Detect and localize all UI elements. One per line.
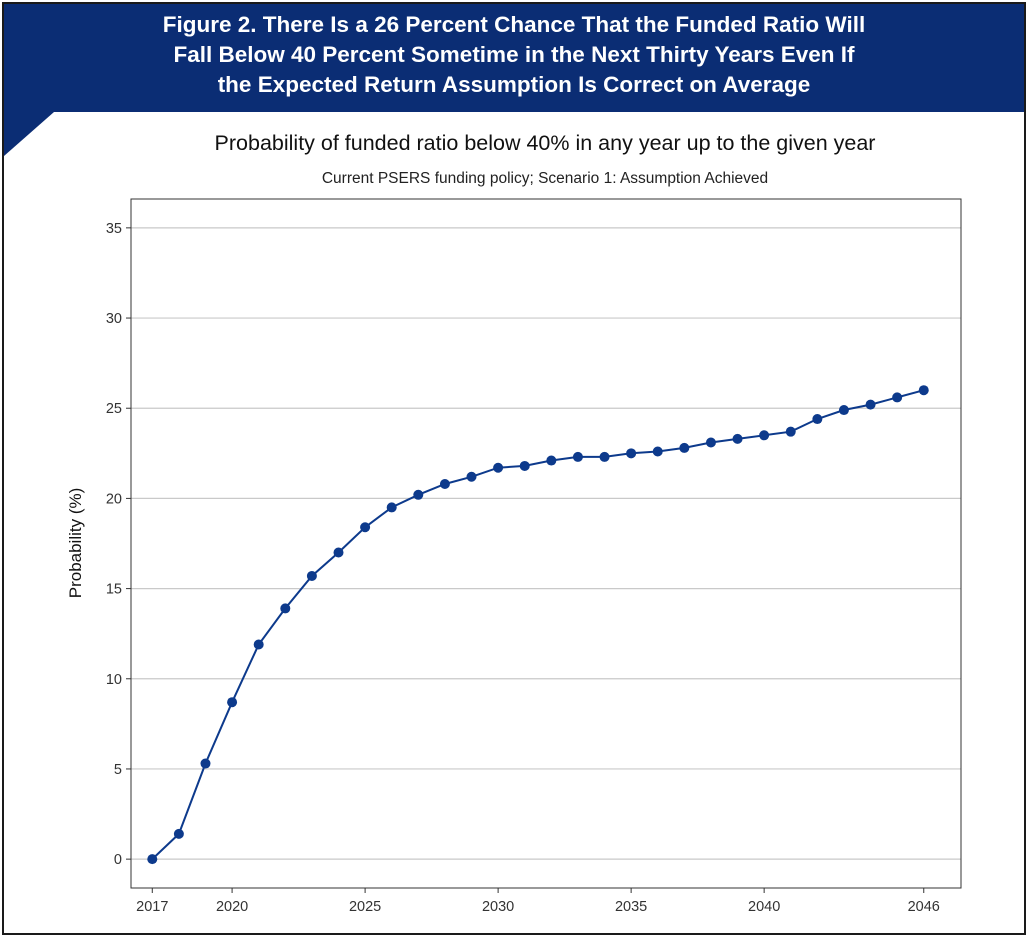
data-point-2022 [280, 603, 291, 614]
data-point-2020 [227, 697, 238, 708]
data-point-2025 [360, 522, 371, 533]
y-axis: 0 5 10 15 20 25 30 35 [106, 221, 131, 868]
y-tick-label: 15 [106, 582, 122, 598]
chart-title: Probability of funded ratio below 40% in… [215, 131, 876, 155]
data-point-2021 [253, 639, 264, 650]
data-point-2029 [466, 471, 477, 482]
x-tick-label: 2017 [136, 899, 168, 915]
gridlines [131, 227, 961, 860]
y-tick-label: 20 [106, 491, 122, 507]
data-point-2026 [386, 502, 397, 513]
plot-panel [130, 198, 962, 889]
banner-pointer [4, 112, 54, 156]
y-tick-label: 30 [106, 311, 122, 327]
data-point-2042 [812, 414, 823, 425]
data-point-2023 [306, 570, 317, 581]
data-point-2018 [173, 828, 184, 839]
figure-heading-line-2: Fall Below 40 Percent Sometime in the Ne… [173, 42, 855, 67]
y-tick-label: 25 [106, 401, 122, 417]
data-point-2017 [147, 854, 158, 865]
y-tick-label: 5 [114, 762, 122, 778]
data-point-2038 [705, 437, 716, 448]
y-axis-label: Probability (%) [66, 488, 85, 599]
chart-subtitle: Current PSERS funding policy; Scenario 1… [322, 170, 768, 187]
data-point-2037 [679, 442, 690, 453]
data-point-2044 [865, 399, 876, 410]
x-tick-label: 2035 [615, 899, 647, 915]
data-point-2043 [838, 405, 849, 416]
data-point-2039 [732, 433, 743, 444]
figure-heading: Figure 2. There Is a 26 Percent Chance T… [24, 10, 1004, 100]
data-point-2045 [892, 392, 903, 403]
y-tick-label: 0 [114, 852, 122, 868]
series-line [151, 389, 925, 860]
data-point-2040 [759, 430, 770, 441]
x-tick-label: 2040 [748, 899, 780, 915]
data-point-2031 [519, 460, 530, 471]
x-axis: 2017 2020 2025 2030 2035 2040 2046 [136, 888, 940, 915]
y-tick-label: 10 [106, 672, 122, 688]
x-tick-label: 2030 [482, 899, 514, 915]
series-probability [147, 385, 929, 865]
x-tick-label: 2046 [908, 899, 940, 915]
data-point-2041 [785, 426, 796, 437]
y-tick-label: 35 [106, 221, 122, 237]
data-point-2033 [572, 451, 583, 462]
data-point-2032 [546, 455, 557, 466]
data-point-2034 [599, 451, 610, 462]
data-point-2019 [200, 758, 211, 769]
data-point-2030 [493, 462, 504, 473]
figure-heading-line-1: Figure 2. There Is a 26 Percent Chance T… [162, 12, 866, 37]
x-tick-label: 2020 [216, 899, 248, 915]
figure-heading-line-3: the Expected Return Assumption Is Correc… [217, 72, 811, 97]
data-point-2046 [918, 385, 929, 396]
data-point-2036 [652, 446, 663, 457]
data-point-2024 [333, 547, 344, 558]
data-point-2027 [413, 489, 424, 500]
figure-banner: Figure 2. There Is a 26 Percent Chance T… [4, 4, 1024, 112]
data-point-2035 [626, 448, 637, 459]
x-tick-label: 2025 [349, 899, 381, 915]
data-point-2028 [439, 478, 450, 489]
